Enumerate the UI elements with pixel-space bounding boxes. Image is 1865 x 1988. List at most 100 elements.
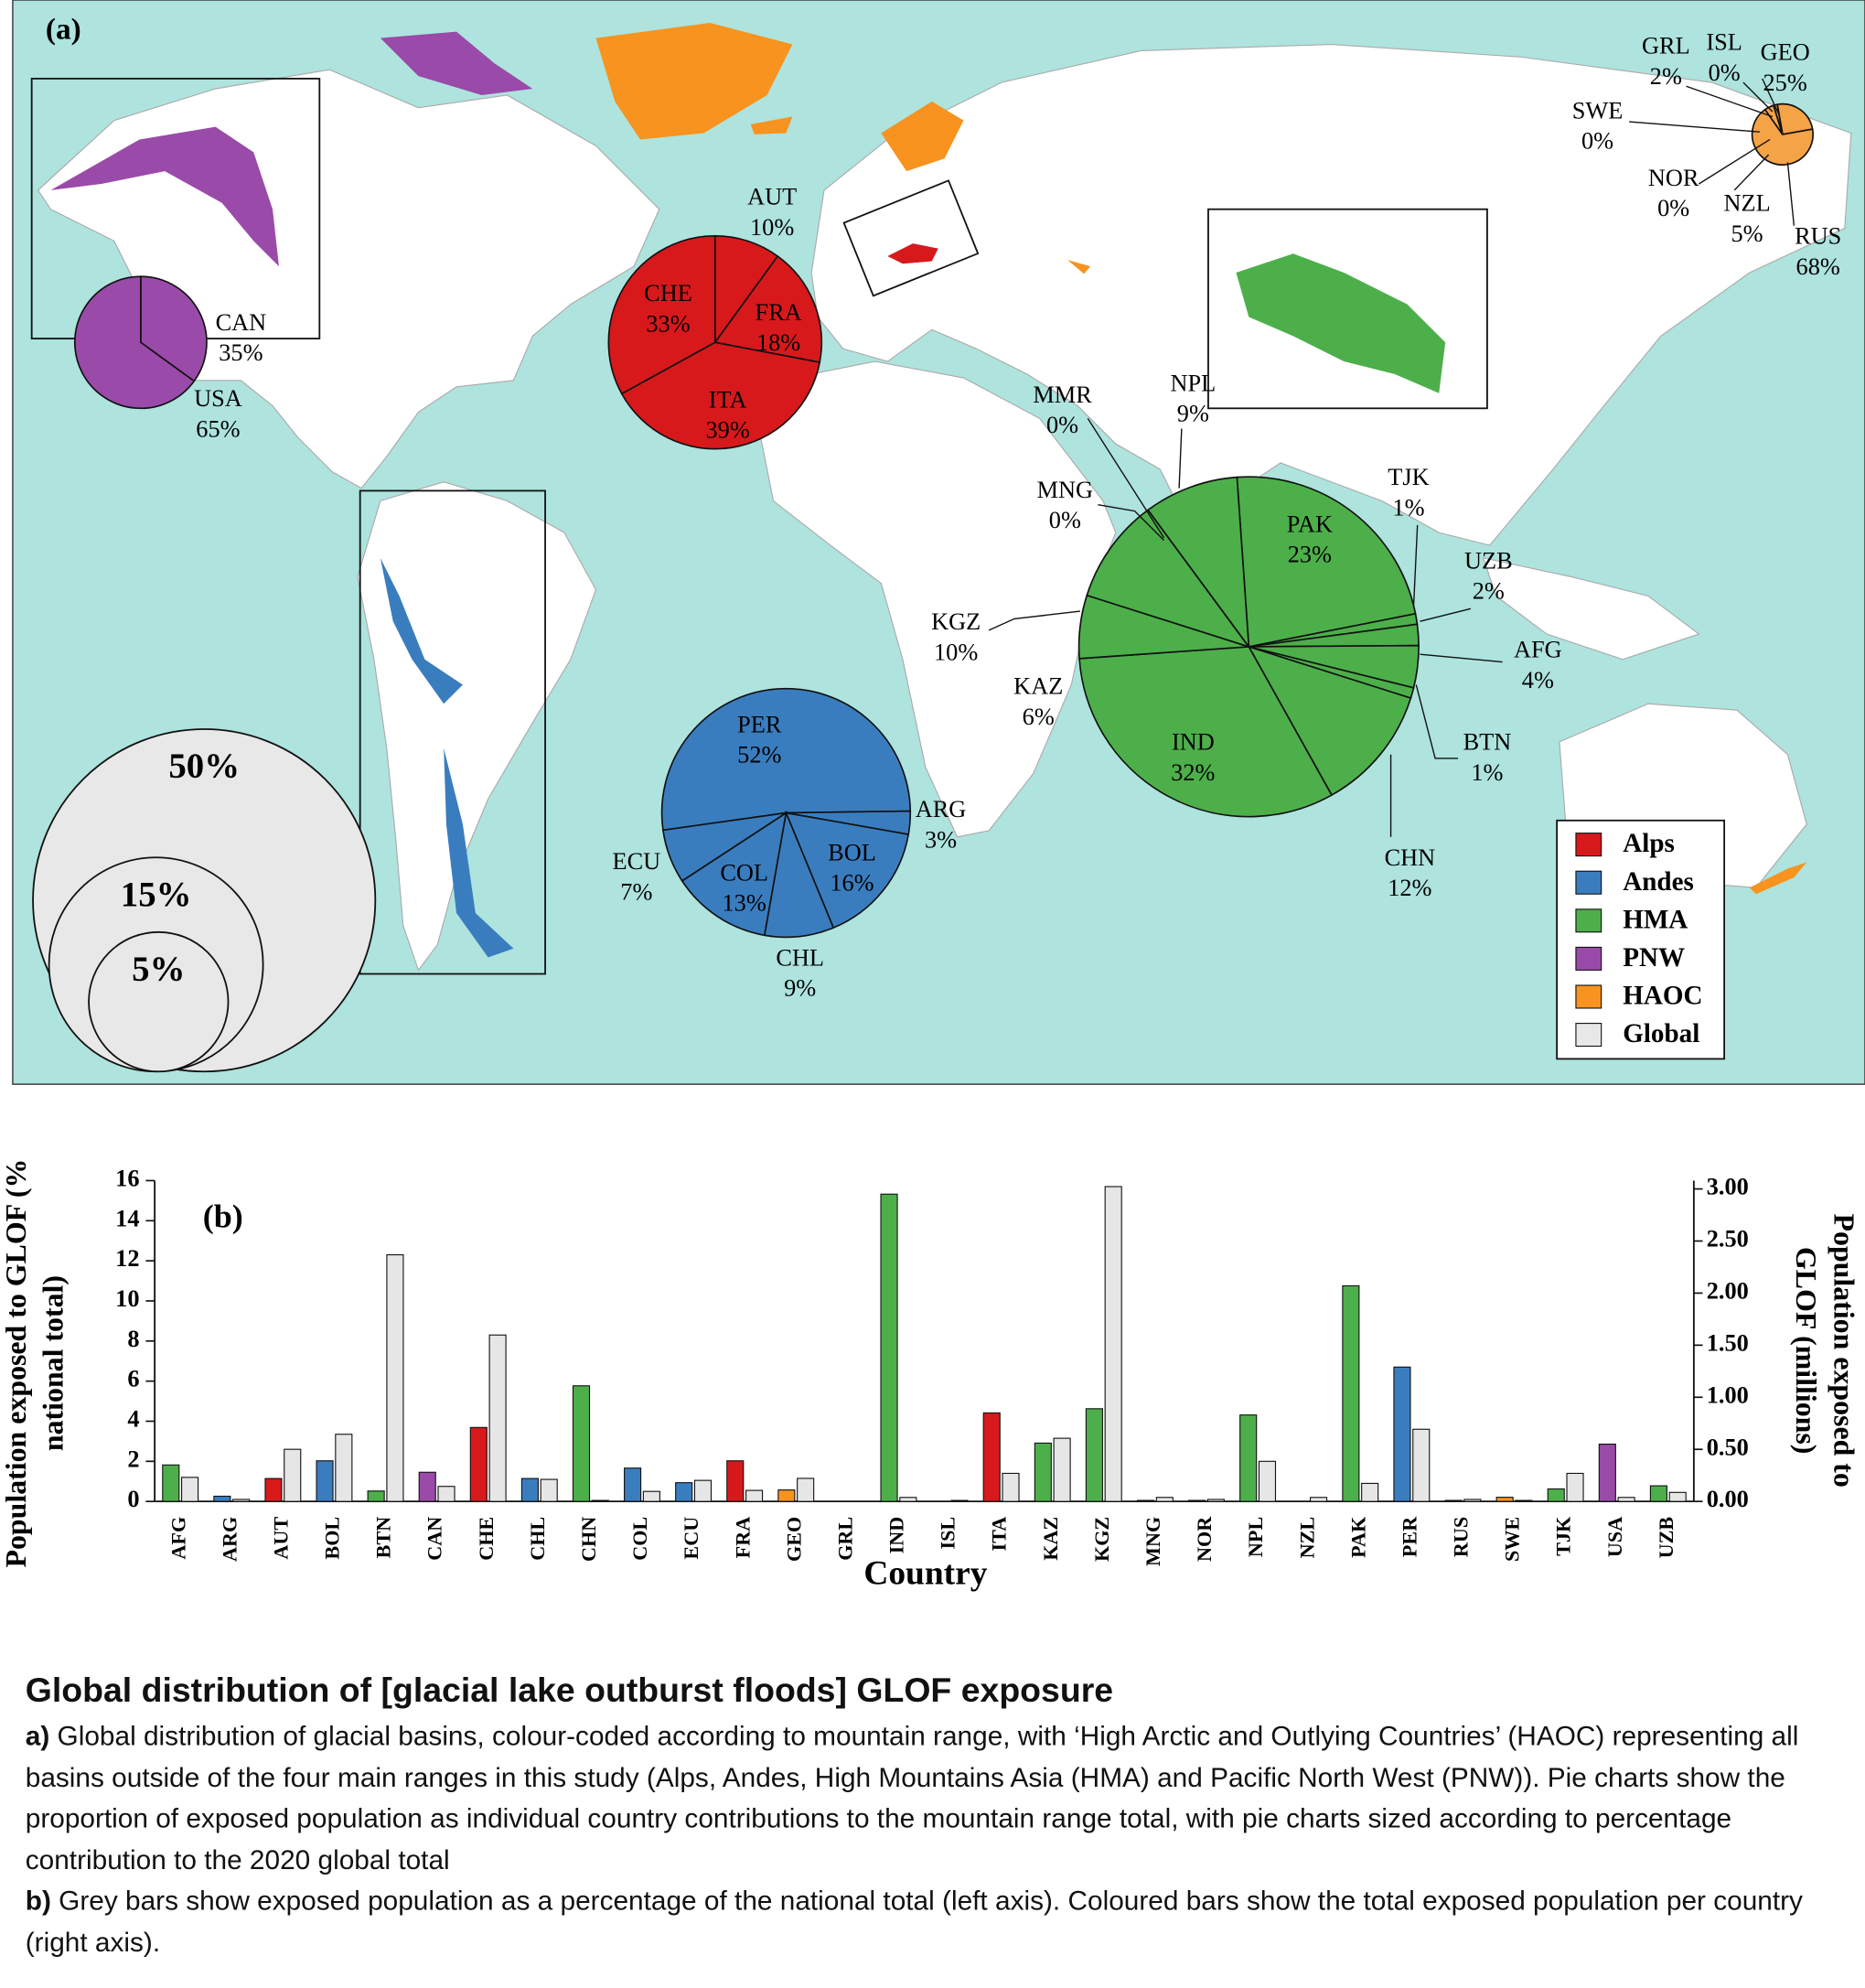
pie-slice	[73, 275, 196, 410]
x-tick-label: NOR	[1193, 1516, 1216, 1562]
caption: Global distribution of [glacial lake out…	[26, 1671, 1858, 1963]
y2-tick-label: 2.50	[1707, 1226, 1749, 1252]
y-axis-title: Population exposed to GLOF (%	[0, 1159, 32, 1568]
legend-label: HAOC	[1623, 982, 1702, 1011]
slice-value: 2%	[1473, 578, 1505, 605]
slice-value: 0%	[1049, 507, 1081, 533]
bar	[437, 1486, 456, 1502]
alps-glaciers	[887, 243, 938, 264]
slice-label: BOL	[828, 839, 876, 865]
legend-swatch	[1575, 984, 1602, 1009]
x-tick-label: GEO	[782, 1517, 805, 1562]
slice-label: FRA	[755, 299, 801, 326]
bar	[1495, 1497, 1514, 1502]
slice-value: 65%	[196, 415, 240, 442]
caption-part: a) Global distribution of glacial basins…	[26, 1715, 1858, 1880]
bar	[1258, 1460, 1277, 1502]
caption-part: b) Grey bars show exposed population as …	[26, 1881, 1858, 1963]
x-tick-label: SWE	[1501, 1517, 1524, 1562]
slice-label: AFG	[1514, 637, 1562, 663]
southeast-asia	[1482, 557, 1700, 661]
x-tick-label: BOL	[321, 1517, 344, 1560]
legend-swatch	[1575, 908, 1602, 933]
y-tick-label: 16	[115, 1166, 139, 1192]
x-tick-label: ECU	[680, 1517, 702, 1560]
legend: Alps Andes HMA PNW HAOC Global	[1575, 829, 1703, 1048]
bar	[335, 1434, 353, 1502]
y2-tick-label: 3.00	[1707, 1174, 1749, 1200]
bar	[591, 1499, 609, 1502]
slice-label: PAK	[1287, 510, 1333, 537]
slice-value: 25%	[1763, 70, 1807, 96]
bar	[572, 1385, 591, 1502]
bar	[232, 1499, 251, 1502]
slice-value: 16%	[830, 870, 874, 897]
bar	[726, 1460, 745, 1502]
x-tick-label: RUS	[1450, 1517, 1473, 1557]
legend-swatch	[1575, 946, 1602, 971]
bar	[469, 1426, 488, 1502]
bar	[488, 1334, 507, 1502]
y-tick-label: 0	[127, 1486, 139, 1512]
leader-line	[1087, 418, 1165, 539]
bar	[367, 1490, 385, 1502]
y-tick-label: 4	[127, 1406, 139, 1433]
leader-line	[1733, 154, 1770, 191]
bar	[675, 1482, 693, 1502]
y2-tick-label: 1.00	[1707, 1381, 1749, 1408]
slice-label: COL	[720, 859, 768, 886]
slice-label: PER	[737, 711, 782, 737]
leader-line	[1412, 524, 1419, 607]
y2-axis-title: Population exposed to	[1827, 1214, 1860, 1488]
map-panel: (a) 50% 15% 5% CAN 35% USA 65% AUT 10% FRA 18% ITA…	[12, 0, 1865, 1085]
africa	[760, 360, 1117, 838]
pie-slice	[1146, 476, 1250, 650]
leader-line	[1420, 653, 1503, 663]
slice-value: 12%	[1388, 875, 1431, 901]
hma-glaciers	[1236, 253, 1446, 393]
slice-value: 0%	[1709, 59, 1741, 86]
x-tick-label: KGZ	[1090, 1517, 1113, 1562]
bar	[1034, 1442, 1052, 1502]
bar	[181, 1477, 199, 1502]
bar	[1463, 1499, 1482, 1502]
y-axis-title: national total)	[37, 1275, 69, 1451]
slice-label: BTN	[1463, 729, 1512, 756]
x-tick-label: KAZ	[1039, 1517, 1062, 1561]
andes-box	[359, 489, 546, 975]
slice-label: NPL	[1170, 370, 1216, 396]
slice-value: 13%	[723, 890, 766, 917]
y-tick-label: 10	[115, 1285, 139, 1312]
slice-label: CHN	[1385, 844, 1436, 871]
x-tick-label: AFG	[166, 1517, 189, 1560]
pie-slice	[1078, 646, 1334, 818]
slice-value: 23%	[1288, 542, 1332, 568]
slice-value: 0%	[1581, 128, 1613, 155]
slice-label: NOR	[1648, 165, 1699, 191]
size-label: 5%	[132, 950, 185, 989]
bar-panel: (b) Country Population exposed to GLOF (…	[0, 1159, 1860, 1593]
bar	[1393, 1366, 1411, 1502]
slice-label: IND	[1172, 729, 1215, 756]
slice-value: 3%	[925, 826, 957, 853]
size-legend: 50% 15% 5%	[32, 728, 377, 1073]
legend-box	[1556, 819, 1726, 1060]
x-tick-label: USA	[1603, 1517, 1626, 1557]
size-circle	[88, 930, 230, 1073]
caption-area: Global distribution of [glacial lake out…	[26, 1671, 1858, 1963]
slice-value: 18%	[756, 329, 800, 356]
legend-swatch	[1575, 870, 1602, 895]
pies: CAN 35% USA 65% AUT 10% FRA 18% ITA 39% CHE 33% PAK 2…	[73, 29, 1841, 1002]
caption-label: a)	[25, 1720, 50, 1752]
legend-swatch	[1575, 833, 1602, 857]
leader-line	[1699, 138, 1771, 185]
x-tick-label: MNG	[1142, 1517, 1164, 1566]
slice-value: 1%	[1471, 759, 1503, 786]
legend-swatch	[1575, 1023, 1602, 1048]
bar	[624, 1467, 642, 1502]
bar	[899, 1497, 917, 1502]
slice-value: 6%	[1023, 704, 1055, 730]
slice-label: SWE	[1572, 97, 1624, 124]
x-tick-label: AUT	[269, 1517, 292, 1560]
